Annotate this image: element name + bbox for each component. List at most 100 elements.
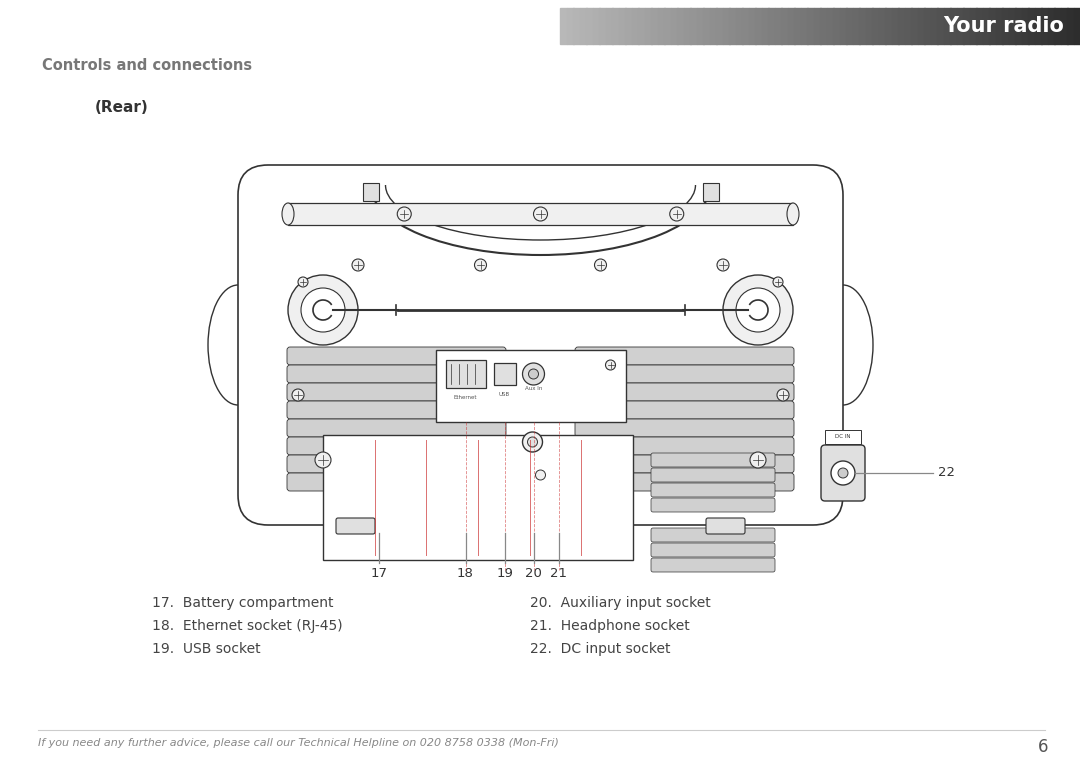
Bar bbox=[703, 8, 710, 44]
Text: 18: 18 bbox=[457, 567, 474, 580]
Text: Ethernet: Ethernet bbox=[454, 395, 477, 400]
Bar bbox=[435, 350, 625, 422]
Text: 22: 22 bbox=[939, 466, 955, 479]
Bar bbox=[671, 8, 677, 44]
FancyBboxPatch shape bbox=[651, 453, 775, 467]
FancyBboxPatch shape bbox=[287, 419, 507, 437]
Text: 18.  Ethernet socket (RJ-45): 18. Ethernet socket (RJ-45) bbox=[152, 619, 342, 633]
Text: 17.  Battery compartment: 17. Battery compartment bbox=[152, 596, 334, 610]
Bar bbox=[1061, 8, 1067, 44]
Ellipse shape bbox=[813, 285, 873, 405]
FancyBboxPatch shape bbox=[575, 455, 794, 473]
FancyBboxPatch shape bbox=[287, 365, 507, 383]
Text: 20.  Auxiliary input socket: 20. Auxiliary input socket bbox=[530, 596, 711, 610]
FancyBboxPatch shape bbox=[821, 445, 865, 501]
FancyBboxPatch shape bbox=[336, 518, 375, 534]
Text: Your radio: Your radio bbox=[943, 16, 1064, 36]
Circle shape bbox=[397, 207, 411, 221]
Circle shape bbox=[534, 207, 548, 221]
Circle shape bbox=[777, 389, 789, 401]
Bar bbox=[872, 8, 879, 44]
Bar bbox=[742, 8, 750, 44]
Ellipse shape bbox=[787, 203, 799, 225]
Circle shape bbox=[523, 363, 544, 385]
Bar bbox=[638, 8, 645, 44]
Circle shape bbox=[536, 470, 545, 480]
FancyBboxPatch shape bbox=[575, 437, 794, 455]
Bar bbox=[826, 8, 834, 44]
Circle shape bbox=[288, 275, 357, 345]
Bar bbox=[950, 8, 957, 44]
Circle shape bbox=[352, 259, 364, 271]
Bar bbox=[996, 8, 1002, 44]
Bar bbox=[768, 8, 775, 44]
Bar bbox=[690, 8, 697, 44]
Text: 19.  USB socket: 19. USB socket bbox=[152, 642, 260, 656]
FancyBboxPatch shape bbox=[706, 518, 745, 534]
Bar bbox=[1041, 8, 1048, 44]
Circle shape bbox=[723, 275, 793, 345]
Bar bbox=[748, 8, 756, 44]
Bar bbox=[800, 8, 808, 44]
Bar bbox=[1048, 8, 1054, 44]
Text: USB: USB bbox=[499, 392, 510, 397]
Bar bbox=[878, 8, 886, 44]
Bar bbox=[697, 8, 703, 44]
Bar bbox=[846, 8, 853, 44]
Bar bbox=[918, 8, 924, 44]
Bar bbox=[710, 8, 716, 44]
Bar bbox=[937, 8, 944, 44]
Bar bbox=[702, 183, 718, 201]
Bar bbox=[813, 8, 821, 44]
Circle shape bbox=[474, 259, 486, 271]
Bar bbox=[573, 8, 580, 44]
Bar bbox=[1067, 8, 1074, 44]
Bar bbox=[664, 8, 671, 44]
Text: Controls and connections: Controls and connections bbox=[42, 58, 252, 73]
FancyBboxPatch shape bbox=[651, 543, 775, 557]
Text: 17: 17 bbox=[370, 567, 388, 580]
Bar bbox=[905, 8, 912, 44]
Bar bbox=[593, 8, 599, 44]
Circle shape bbox=[298, 277, 308, 287]
Bar bbox=[755, 8, 762, 44]
Text: 21.  Headphone socket: 21. Headphone socket bbox=[530, 619, 690, 633]
FancyBboxPatch shape bbox=[287, 455, 507, 473]
Text: (Rear): (Rear) bbox=[95, 100, 149, 115]
Bar bbox=[612, 8, 619, 44]
Circle shape bbox=[773, 277, 783, 287]
Bar bbox=[288, 203, 793, 225]
Bar bbox=[684, 8, 690, 44]
Bar bbox=[619, 8, 625, 44]
Bar bbox=[561, 8, 567, 44]
Text: DC IN: DC IN bbox=[835, 434, 851, 439]
Bar bbox=[677, 8, 684, 44]
FancyBboxPatch shape bbox=[651, 483, 775, 497]
Bar bbox=[580, 8, 586, 44]
Circle shape bbox=[750, 452, 766, 468]
FancyBboxPatch shape bbox=[575, 419, 794, 437]
Bar bbox=[651, 8, 658, 44]
Bar bbox=[1009, 8, 1015, 44]
FancyBboxPatch shape bbox=[287, 401, 507, 419]
Bar bbox=[957, 8, 963, 44]
Bar bbox=[1028, 8, 1035, 44]
Circle shape bbox=[735, 288, 780, 332]
Bar bbox=[446, 360, 486, 388]
Bar bbox=[897, 8, 905, 44]
Bar bbox=[931, 8, 937, 44]
Circle shape bbox=[292, 389, 303, 401]
Bar bbox=[976, 8, 983, 44]
Bar bbox=[567, 8, 573, 44]
Bar bbox=[716, 8, 723, 44]
FancyBboxPatch shape bbox=[287, 383, 507, 401]
Bar bbox=[891, 8, 899, 44]
Bar bbox=[1054, 8, 1061, 44]
Bar bbox=[1074, 8, 1080, 44]
Bar bbox=[658, 8, 664, 44]
Bar bbox=[885, 8, 892, 44]
Bar bbox=[859, 8, 866, 44]
Bar bbox=[1002, 8, 1009, 44]
Text: 20: 20 bbox=[525, 567, 542, 580]
Bar bbox=[807, 8, 814, 44]
